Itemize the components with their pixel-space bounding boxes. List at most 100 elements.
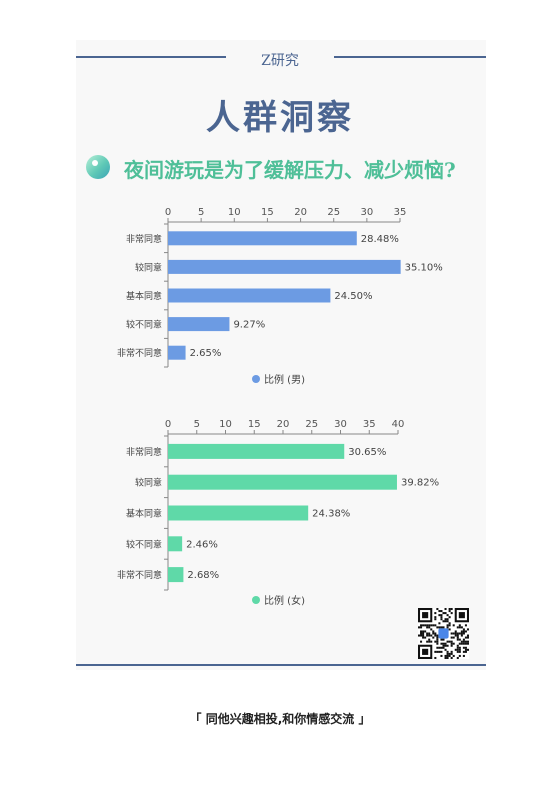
- qr-module: [456, 626, 459, 629]
- category-label: 较不同意: [126, 538, 162, 550]
- brand-label: Z研究: [261, 53, 299, 69]
- bar-value-label: 24.38%: [312, 509, 350, 520]
- qr-module: [464, 636, 467, 639]
- qr-module: [444, 654, 447, 657]
- x-tick-label: 30: [334, 419, 347, 430]
- qr-logo: [438, 628, 449, 639]
- qr-module: [456, 638, 459, 641]
- bar-value-label: 28.48%: [361, 234, 399, 245]
- qr-module: [444, 608, 447, 611]
- qr-module: [418, 626, 421, 629]
- bar: [168, 536, 183, 552]
- qr-module: [462, 646, 465, 649]
- bar: [168, 567, 184, 583]
- qr-module: [422, 630, 425, 633]
- qr-module: [440, 610, 443, 613]
- qr-code-icon[interactable]: [418, 608, 469, 659]
- legend-label: 比例 (女): [264, 594, 305, 607]
- qr-module: [466, 634, 469, 637]
- qr-module: [448, 654, 451, 657]
- qr-module: [428, 624, 431, 627]
- qr-module: [436, 626, 439, 629]
- qr-module: [450, 608, 453, 611]
- qr-module: [440, 654, 443, 657]
- qr-module: [434, 618, 437, 621]
- qr-module: [446, 644, 449, 647]
- qr-module: [444, 644, 447, 647]
- top-rule-left: [76, 56, 226, 58]
- qr-module: [422, 632, 425, 635]
- x-tick-label: 30: [360, 207, 373, 218]
- qr-module: [442, 642, 445, 645]
- qr-module: [442, 646, 445, 649]
- qr-module: [432, 624, 435, 627]
- qr-module: [440, 642, 443, 645]
- qr-module: [444, 656, 447, 659]
- qr-module: [436, 650, 439, 653]
- qr-finder-core: [458, 612, 465, 619]
- qr-module: [446, 624, 449, 627]
- qr-module: [442, 626, 445, 629]
- x-tick-label: 5: [198, 207, 204, 218]
- x-tick-label: 35: [394, 207, 407, 218]
- qr-module: [450, 652, 453, 655]
- qr-module: [458, 626, 461, 629]
- qr-module: [420, 640, 423, 643]
- legend-marker: [252, 596, 260, 604]
- qr-module: [458, 632, 461, 635]
- qr-module: [420, 630, 423, 633]
- qr-module: [450, 656, 453, 659]
- qr-module: [464, 630, 467, 633]
- qr-module: [436, 608, 439, 611]
- qr-module: [458, 646, 461, 649]
- qr-module: [428, 640, 431, 643]
- qr-module: [440, 646, 443, 649]
- qr-module: [430, 628, 433, 631]
- qr-module: [466, 636, 469, 639]
- question-heading: 夜间游玩是为了缓解压力、减少烦恼?: [124, 158, 456, 182]
- qr-module: [422, 624, 425, 627]
- qr-module: [446, 620, 449, 623]
- qr-module: [456, 656, 459, 659]
- qr-module: [458, 650, 461, 653]
- qr-module: [462, 640, 465, 643]
- qr-module: [438, 622, 441, 625]
- bar-value-label: 9.27%: [233, 320, 265, 331]
- qr-module: [424, 636, 427, 639]
- qr-module: [444, 618, 447, 621]
- qr-module: [432, 636, 435, 639]
- qr-module: [438, 614, 441, 617]
- qr-module: [452, 636, 455, 639]
- qr-module: [464, 642, 467, 645]
- qr-module: [464, 648, 467, 651]
- qr-module: [452, 642, 455, 645]
- x-tick-label: 10: [219, 419, 232, 430]
- qr-module: [436, 634, 439, 637]
- qr-module: [426, 626, 429, 629]
- bar: [168, 474, 397, 490]
- qr-module: [464, 624, 467, 627]
- qr-module: [454, 630, 457, 633]
- x-tick-label: 5: [194, 419, 200, 430]
- qr-module: [426, 632, 429, 635]
- qr-module: [450, 644, 453, 647]
- qr-module: [434, 612, 437, 615]
- x-tick-label: 0: [165, 207, 171, 218]
- bullet-orb-icon: [86, 155, 110, 179]
- qr-module: [442, 638, 445, 641]
- top-rule-right: [334, 56, 486, 58]
- qr-module: [458, 642, 461, 645]
- bar: [168, 443, 345, 459]
- qr-module: [440, 614, 443, 617]
- qr-module: [434, 624, 437, 627]
- qr-module: [428, 638, 431, 641]
- qr-module: [438, 650, 441, 653]
- qr-module: [436, 642, 439, 645]
- qr-module: [436, 638, 439, 641]
- qr-module: [462, 632, 465, 635]
- qr-module: [462, 638, 465, 641]
- qr-module: [448, 608, 451, 611]
- qr-module: [454, 634, 457, 637]
- qr-module: [458, 654, 461, 657]
- bar-value-label: 39.82%: [401, 478, 439, 489]
